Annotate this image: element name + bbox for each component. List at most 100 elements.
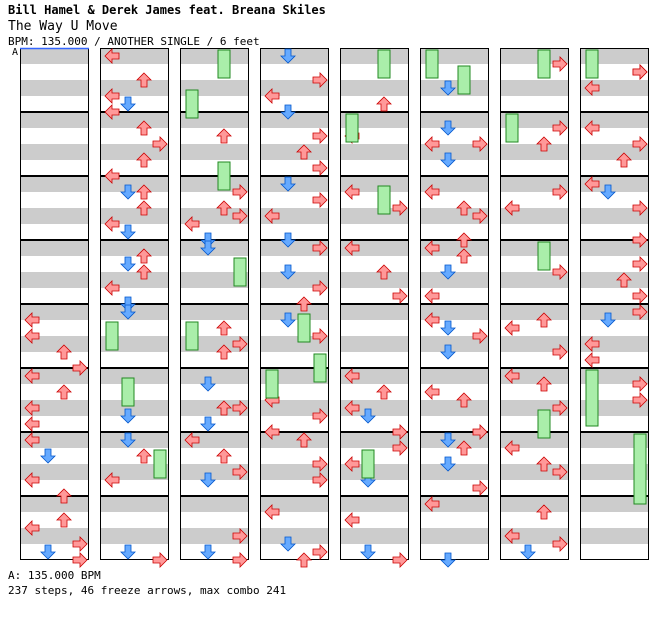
beat-stripe: [500, 240, 569, 256]
right-arrow-icon: [552, 264, 568, 280]
up-arrow-icon: [136, 120, 152, 136]
measure-border: [100, 432, 169, 496]
measure-border: [180, 48, 249, 112]
left-arrow-icon: [504, 200, 520, 216]
beat-stripe: [100, 144, 169, 160]
left-arrow-icon: [344, 512, 360, 528]
beat-stripe: [100, 80, 169, 96]
measure-border: [500, 176, 569, 240]
beat-stripe: [260, 528, 329, 544]
freeze-arrow-body: [217, 49, 231, 79]
measure-border: [420, 432, 489, 496]
beat-stripe: [20, 304, 89, 320]
right-arrow-icon: [552, 400, 568, 416]
beat-stripe: [20, 272, 89, 288]
down-arrow-icon: [200, 376, 216, 392]
down-arrow-icon: [440, 80, 456, 96]
down-arrow-icon: [120, 296, 136, 312]
beat-stripe: [20, 144, 89, 160]
right-arrow-icon: [232, 400, 248, 416]
right-arrow-icon: [232, 208, 248, 224]
left-arrow-icon: [24, 416, 40, 432]
left-arrow-icon: [104, 88, 120, 104]
up-arrow-icon: [216, 448, 232, 464]
bpm-change-line: A: 135.000 BPM: [8, 569, 101, 582]
measure-border: [20, 304, 89, 368]
measure-border: [260, 304, 329, 368]
beat-stripe: [500, 208, 569, 224]
beat-stripe: [260, 144, 329, 160]
freeze-arrow-body: [313, 353, 327, 383]
right-arrow-icon: [232, 528, 248, 544]
up-arrow-icon: [296, 432, 312, 448]
freeze-arrow-body: [185, 89, 199, 119]
beat-stripe: [340, 144, 409, 160]
right-arrow-icon: [312, 544, 328, 560]
beat-stripe: [420, 176, 489, 192]
beat-stripe: [100, 176, 169, 192]
right-arrow-icon: [552, 184, 568, 200]
beat-stripe: [580, 112, 649, 128]
beat-stripe: [340, 528, 409, 544]
measure-border: [500, 432, 569, 496]
left-arrow-icon: [104, 48, 120, 64]
measure-border: [100, 240, 169, 304]
beat-stripe: [260, 112, 329, 128]
freeze-arrow-body: [457, 65, 471, 95]
freeze-arrow-body: [585, 369, 599, 427]
beat-stripe: [180, 144, 249, 160]
left-arrow-icon: [504, 528, 520, 544]
up-arrow-icon: [536, 504, 552, 520]
beat-stripe: [20, 336, 89, 352]
right-arrow-icon: [392, 552, 408, 568]
left-arrow-icon: [344, 184, 360, 200]
left-arrow-icon: [24, 400, 40, 416]
beat-stripe: [500, 496, 569, 512]
down-arrow-icon: [120, 184, 136, 200]
beat-stripe: [420, 336, 489, 352]
beat-stripe: [260, 208, 329, 224]
beat-stripe: [340, 304, 409, 320]
left-arrow-icon: [24, 432, 40, 448]
beat-stripe: [500, 528, 569, 544]
left-arrow-icon: [424, 136, 440, 152]
beat-stripe: [20, 432, 89, 448]
beat-stripe: [420, 112, 489, 128]
up-arrow-icon: [616, 272, 632, 288]
right-arrow-icon: [632, 288, 648, 304]
right-arrow-icon: [552, 120, 568, 136]
left-arrow-icon: [504, 320, 520, 336]
up-arrow-icon: [376, 96, 392, 112]
down-arrow-icon: [440, 552, 456, 568]
up-arrow-icon: [136, 448, 152, 464]
up-arrow-icon: [456, 440, 472, 456]
beat-stripe: [500, 400, 569, 416]
measure-border: [420, 368, 489, 432]
left-arrow-icon: [504, 368, 520, 384]
beat-stripe: [420, 272, 489, 288]
beat-stripe: [500, 144, 569, 160]
measure-border: [100, 496, 169, 560]
beat-stripe: [100, 272, 169, 288]
beat-stripe: [420, 528, 489, 544]
beat-stripe: [340, 272, 409, 288]
measure-border: [580, 304, 649, 368]
right-arrow-icon: [472, 328, 488, 344]
beat-stripe: [20, 176, 89, 192]
down-arrow-icon: [440, 344, 456, 360]
left-arrow-icon: [24, 312, 40, 328]
freeze-arrow-body: [585, 49, 599, 79]
measure-border: [20, 176, 89, 240]
freeze-arrow-body: [185, 321, 199, 351]
up-arrow-icon: [296, 552, 312, 568]
beat-stripe: [20, 464, 89, 480]
beat-stripe: [100, 464, 169, 480]
up-arrow-icon: [216, 200, 232, 216]
measure-border: [100, 176, 169, 240]
left-arrow-icon: [424, 240, 440, 256]
right-arrow-icon: [632, 232, 648, 248]
beat-stripe: [180, 272, 249, 288]
left-arrow-icon: [104, 472, 120, 488]
right-arrow-icon: [392, 288, 408, 304]
right-arrow-icon: [632, 136, 648, 152]
